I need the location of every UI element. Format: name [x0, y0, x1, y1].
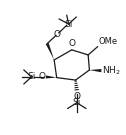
Text: NH$_2$: NH$_2$	[102, 64, 121, 77]
Polygon shape	[89, 69, 101, 72]
Text: O: O	[68, 39, 75, 48]
Text: O: O	[38, 72, 45, 81]
Text: OMe: OMe	[98, 37, 117, 46]
Text: Si: Si	[27, 72, 36, 81]
Text: Si: Si	[73, 98, 81, 107]
Text: O: O	[73, 92, 80, 101]
Polygon shape	[46, 75, 57, 78]
Polygon shape	[46, 43, 54, 60]
Text: O: O	[54, 30, 61, 39]
Text: Si: Si	[64, 20, 73, 29]
